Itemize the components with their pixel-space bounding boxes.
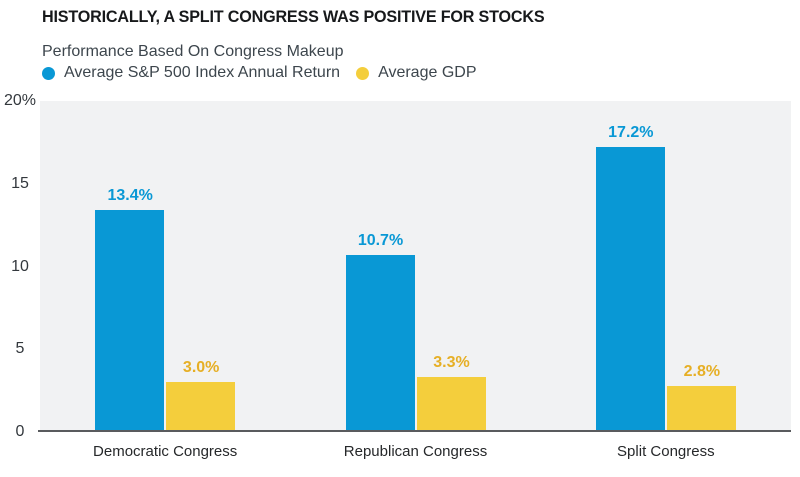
legend-label-sp500: Average S&P 500 Index Annual Return — [64, 64, 341, 81]
x-axis-label: Democratic Congress — [93, 443, 238, 460]
y-axis-tick-label: 10 — [11, 257, 29, 275]
y-axis-tick-label: 15 — [11, 174, 29, 192]
x-axis-label: Republican Congress — [343, 443, 488, 460]
bar — [666, 385, 736, 432]
legend-label-gdp: Average GDP — [378, 64, 477, 81]
bar — [95, 210, 165, 432]
chart-title: HISTORICALLY, A SPLIT CONGRESS WAS POSIT… — [42, 7, 545, 26]
bar-value-label: 17.2% — [608, 124, 654, 142]
bar-value-label: 3.3% — [433, 354, 470, 372]
legend-item-gdp: Average GDP — [356, 64, 476, 82]
bar — [166, 382, 236, 432]
gdp-legend-dot-icon — [356, 66, 370, 80]
bar — [595, 147, 665, 432]
chart-subtitle: Performance Based On Congress Makeup — [42, 43, 344, 60]
bar-value-label: 13.4% — [107, 187, 153, 205]
x-axis-label: Split Congress — [617, 443, 715, 460]
x-axis: Democratic Congress Republican Congress Sp… — [40, 443, 791, 465]
sp500-legend-dot-icon — [42, 66, 55, 80]
bar — [416, 377, 486, 432]
x-axis-baseline — [38, 430, 791, 432]
y-axis-tick-label: 20% — [3, 92, 37, 109]
plot-area: 13.4% 3.0% 10.7% 3.3% 17.2% 2.8% — [40, 101, 791, 432]
bar-value-label: 2.8% — [683, 362, 721, 380]
bar — [345, 254, 415, 432]
y-axis-tick-label: 5 — [15, 340, 25, 358]
legend-item-sp500: Average S&P 500 Index Annual Return — [42, 64, 340, 82]
y-axis-tick-label: 0 — [15, 423, 25, 440]
legend: Average S&P 500 Index Annual Return Aver… — [42, 64, 476, 82]
bar-value-label: 3.0% — [182, 359, 220, 377]
bar-value-label: 10.7% — [357, 231, 404, 249]
